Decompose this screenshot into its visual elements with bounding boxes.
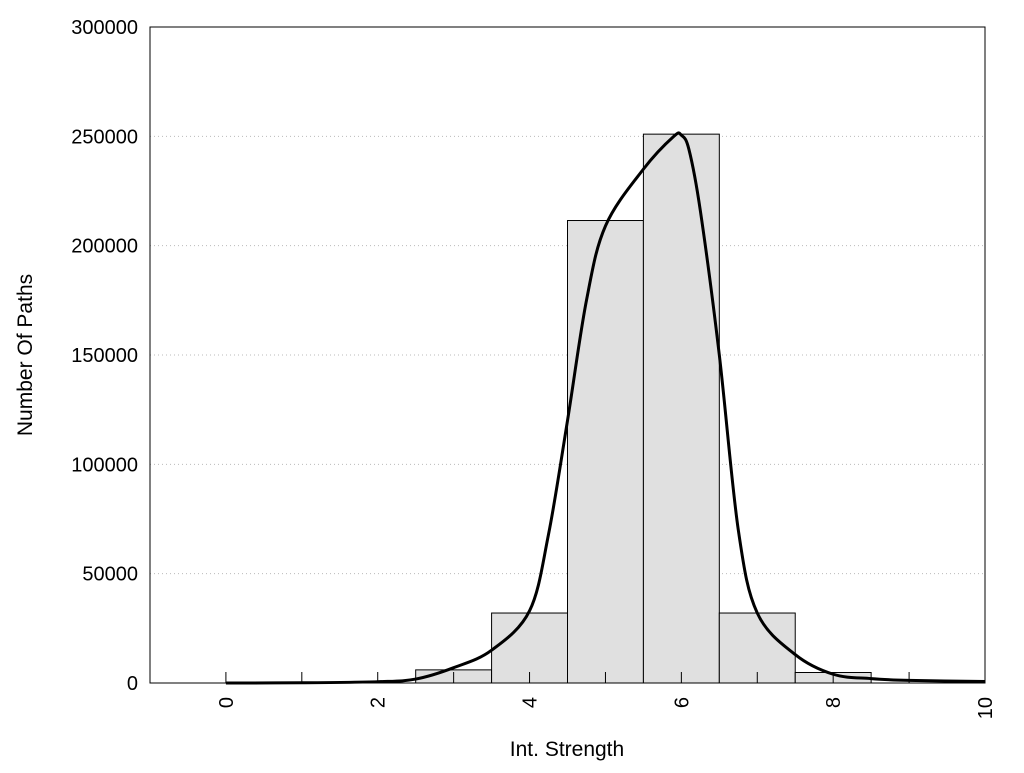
fit-curve-line — [225, 131, 986, 685]
x-tick-label: 8 — [823, 697, 845, 708]
bars — [415, 133, 872, 684]
y-tick-label: 100000 — [71, 454, 138, 476]
x-tick-label: 6 — [671, 697, 693, 708]
fit-curve — [225, 131, 986, 685]
y-axis-label: Number Of Paths — [14, 274, 37, 436]
x-tick-label: 10 — [975, 697, 997, 719]
axis-ticks: 0 50000 100000 150000 200000 250000 300000 0 2 4 6… — [71, 17, 997, 719]
x-tick-label: 2 — [368, 697, 390, 708]
y-tick-label: 250000 — [71, 126, 138, 148]
histogram-bar — [491, 612, 568, 684]
y-tick-label: 50000 — [82, 564, 138, 586]
histogram-bar — [642, 133, 720, 684]
x-tick-label: 0 — [216, 697, 238, 708]
y-tick-label: 300000 — [71, 17, 138, 39]
x-tick-label: 4 — [520, 697, 542, 708]
y-tick-label: 150000 — [71, 345, 138, 367]
plot-frame — [149, 26, 986, 684]
y-tick-label: 200000 — [71, 236, 138, 258]
x-axis-label: Int. Strength — [510, 738, 624, 761]
y-tick-label: 0 — [127, 673, 138, 695]
histogram-bar — [567, 220, 644, 684]
